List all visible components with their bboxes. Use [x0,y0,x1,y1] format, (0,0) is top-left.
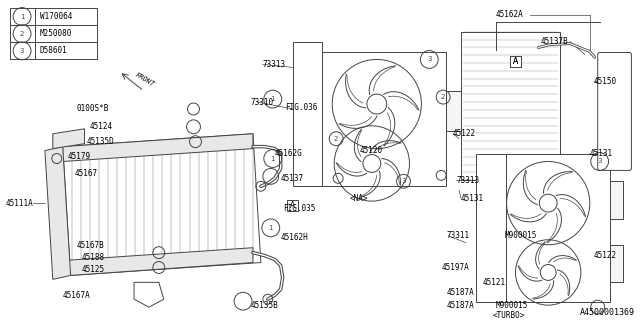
Text: 45187A: 45187A [446,288,474,297]
Polygon shape [63,248,253,276]
Text: 0100S*B: 0100S*B [77,105,109,114]
Text: 1: 1 [271,156,275,162]
Text: 3: 3 [598,158,602,164]
Polygon shape [134,282,164,307]
Text: FRONT: FRONT [134,71,156,87]
Text: D58601: D58601 [40,46,68,55]
Bar [292,42,323,186]
FancyBboxPatch shape [598,52,632,171]
Text: 73311: 73311 [446,231,469,240]
Text: 45167: 45167 [74,169,97,178]
Text: 45120: 45120 [360,146,383,155]
Bar [476,154,506,302]
Bar [510,56,521,67]
Text: 73313: 73313 [456,176,479,185]
Text: 3: 3 [401,178,406,184]
Text: 45122: 45122 [453,129,476,138]
Text: A4500001369: A4500001369 [579,308,634,316]
Text: A: A [290,201,295,210]
Text: 45179: 45179 [67,152,90,161]
Bar [10,8,97,60]
Polygon shape [63,134,253,162]
Text: 45162A: 45162A [495,10,524,20]
Text: A: A [513,57,518,66]
Text: 45111A: 45111A [5,199,33,208]
Text: 45187A: 45187A [446,301,474,310]
Text: 45167A: 45167A [63,291,90,300]
Text: 45197A: 45197A [441,263,469,272]
Text: 45125: 45125 [81,265,104,274]
Text: A: A [513,57,518,66]
Text: 2: 2 [441,94,445,100]
Bar [610,181,623,219]
Text: 45137: 45137 [281,174,304,183]
Text: <TURBO>: <TURBO> [493,310,525,320]
Polygon shape [53,129,84,148]
Bar [500,154,610,302]
Polygon shape [45,147,70,279]
Text: 45122: 45122 [594,251,617,260]
Text: 2: 2 [20,31,24,37]
Text: 45135B: 45135B [251,301,278,310]
Text: M250080: M250080 [40,29,72,38]
Bar [510,56,521,67]
Text: 45162G: 45162G [275,149,303,158]
Text: 45131: 45131 [461,194,484,203]
Text: 45137B: 45137B [540,37,568,46]
Polygon shape [63,134,261,276]
Bar [461,32,560,180]
Text: FIG.036: FIG.036 [285,102,317,111]
Text: 45188: 45188 [81,253,104,262]
Text: 1: 1 [20,13,24,20]
Text: 45131: 45131 [590,149,613,158]
Text: 73310: 73310 [251,98,274,107]
Text: W170064: W170064 [40,12,72,21]
Text: 45162H: 45162H [281,233,308,242]
Text: 2: 2 [334,136,339,142]
Text: 73313: 73313 [263,60,286,69]
Text: FIG.035: FIG.035 [283,204,315,212]
Text: 45150: 45150 [594,77,617,86]
Text: 45121: 45121 [483,278,506,287]
Text: 3: 3 [427,56,431,62]
Text: M900015: M900015 [504,231,537,240]
Text: 1: 1 [271,96,275,102]
Bar [610,245,623,282]
Text: 45135D: 45135D [86,137,114,146]
Bar [320,52,446,186]
Text: 1: 1 [269,225,273,231]
Text: 45167B: 45167B [77,241,104,250]
Text: M900015: M900015 [495,301,528,310]
Text: <NA>: <NA> [350,194,369,203]
Text: 3: 3 [20,48,24,54]
Bar [287,200,298,211]
Text: 45124: 45124 [89,122,112,131]
Bar [446,91,461,131]
